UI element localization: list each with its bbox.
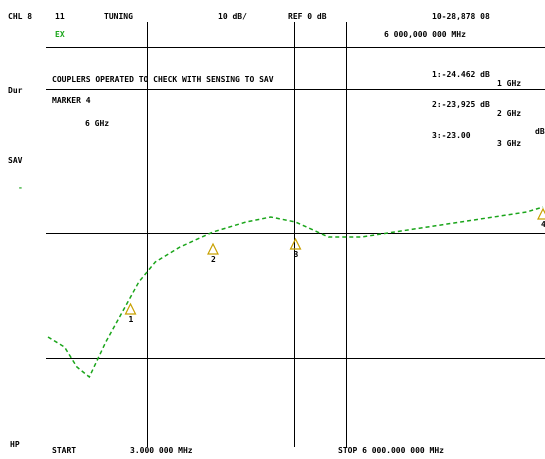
- sav-label: SAV: [8, 156, 23, 165]
- marker-4-number: 4: [541, 220, 545, 229]
- marker-3-unit: dB: [535, 127, 545, 136]
- marker-3-readout: 3:-23.00: [432, 131, 471, 140]
- trace-line: [47, 206, 544, 379]
- grid-line-2: [46, 89, 545, 90]
- grid-vline-3: [346, 22, 347, 447]
- dur-label: Dur: [8, 86, 23, 95]
- marker-2-number: 2: [211, 255, 216, 264]
- grid-line-top: [46, 47, 545, 48]
- grid-vline-2: [294, 22, 295, 447]
- trace-label: EX: [55, 30, 65, 39]
- marker-2-triangle: [207, 242, 219, 255]
- marker-3-triangle: [289, 237, 302, 250]
- trace-indicator: -: [18, 183, 23, 192]
- annotation-line-3: 6 GHz: [85, 119, 110, 128]
- annotation-line-2: MARKER 4: [52, 96, 91, 105]
- marker-2-readout: 2:-23,925 dB: [432, 100, 490, 109]
- reference-level: REF 0 dB: [288, 12, 327, 21]
- marker-3-frequency: 3 GHz: [497, 139, 522, 148]
- start-frequency: START: [52, 446, 77, 455]
- channel-number: 11: [55, 12, 65, 21]
- marker-2-frequency: 2 GHz: [497, 109, 522, 118]
- bottom-left-label: HP: [10, 440, 20, 449]
- annotation-line-1: COUPLERS OPERATED TO CHECK WITH SENSING …: [52, 75, 274, 84]
- channel-label: CHL 8: [8, 12, 33, 21]
- grid-vline-1: [147, 22, 148, 447]
- marker-1-frequency: 1 GHz: [497, 79, 522, 88]
- marker-4-triangle: [537, 207, 545, 220]
- mode-label: TUNING: [104, 12, 133, 21]
- grid-line-center: [46, 233, 545, 234]
- stop-frequency: STOP 6 000.000 000 MHz: [338, 446, 444, 455]
- marker-1-number: 1: [129, 315, 134, 324]
- grid-line-lower: [46, 358, 545, 359]
- mid-frequency: 3.000 000 MHz: [130, 446, 193, 455]
- center-frequency: 6 000,000 000 MHz: [384, 30, 466, 39]
- datetime-label: 10-28,878 08: [432, 12, 490, 21]
- marker-3-number: 3: [294, 250, 299, 259]
- marker-1-readout: 1:-24.462 dB: [432, 70, 490, 79]
- scale-label: 10 dB/: [218, 12, 247, 21]
- marker-1-triangle: [124, 302, 137, 315]
